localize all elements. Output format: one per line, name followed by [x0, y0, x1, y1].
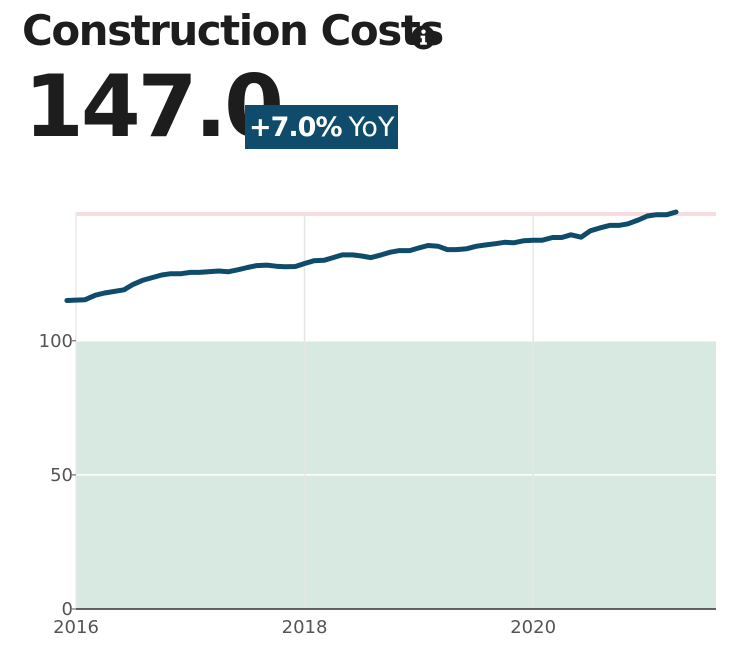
- x-tick-label: 2018: [282, 617, 328, 638]
- yoy-change-badge: +7.0% YoY: [245, 105, 399, 149]
- y-tick-label: 100: [39, 331, 73, 352]
- series-line: [64, 209, 679, 303]
- info-icon[interactable]: [411, 25, 436, 50]
- y-tick-label: 50: [50, 465, 73, 486]
- current-value: 147.0: [24, 57, 284, 157]
- y-tick-label: 0: [62, 599, 73, 620]
- yoy-change-suffix: YoY: [348, 111, 395, 143]
- upper-band: [76, 212, 716, 217]
- x-tick-label: 2020: [510, 617, 556, 638]
- yoy-change-value: +7.0%: [249, 111, 343, 143]
- x-tick-label: 2016: [53, 617, 99, 638]
- page-title: Construction Costs: [22, 6, 444, 55]
